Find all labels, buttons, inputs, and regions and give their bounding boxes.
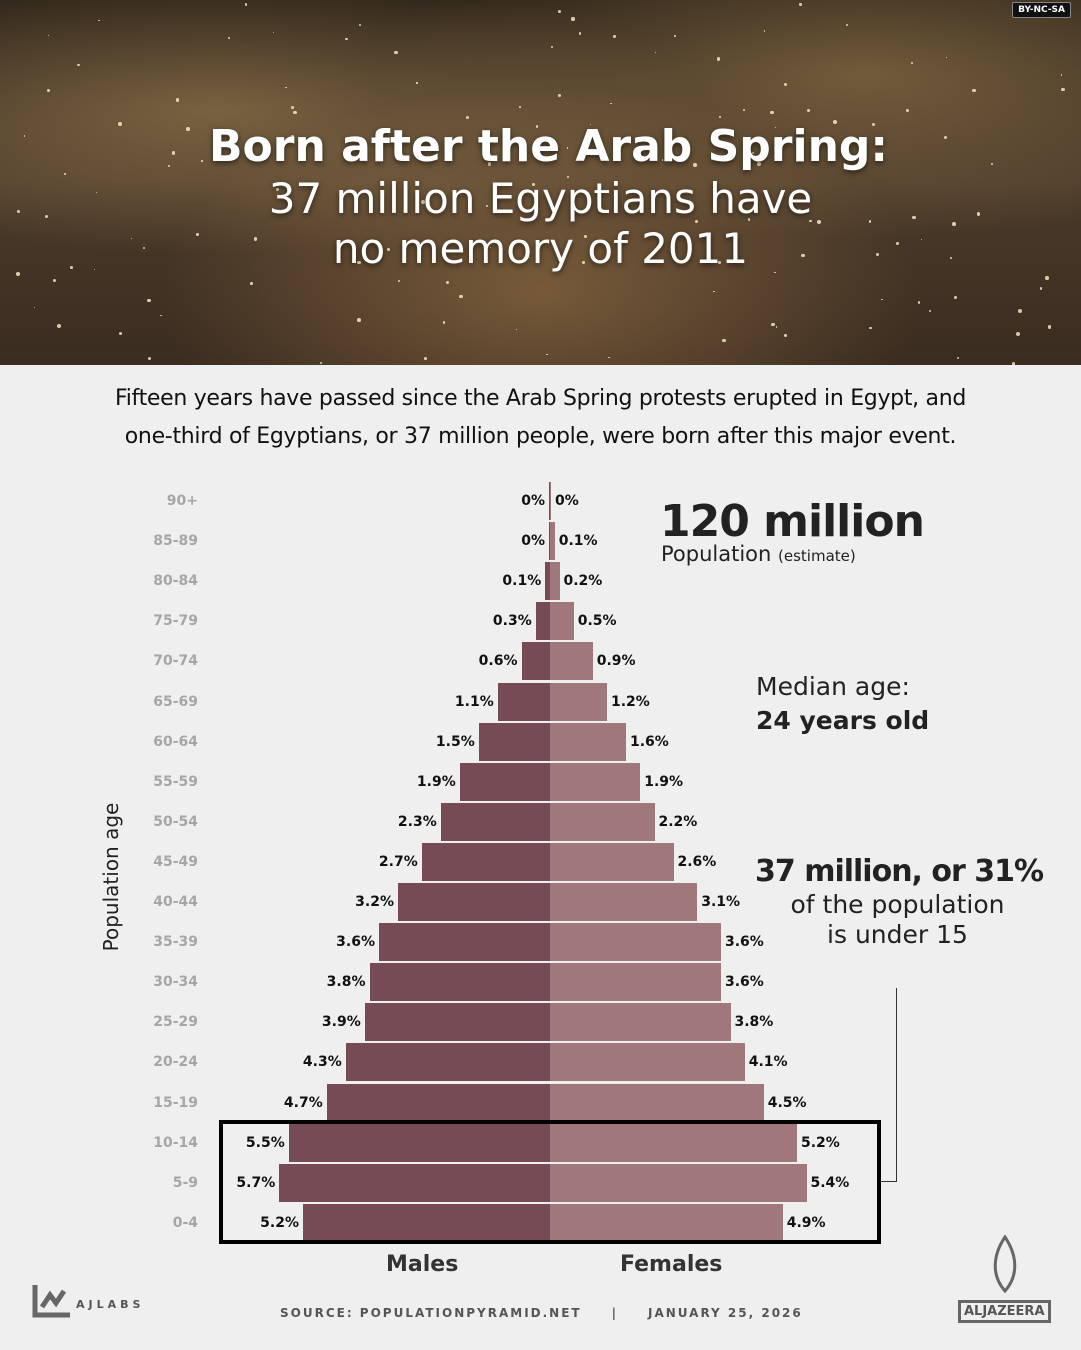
footer-separator: | [612,1306,618,1320]
footer-source: SOURCE: POPULATIONPYRAMID.NET | JANUARY 25… [280,1306,803,1320]
male-value-label: 3.9% [322,1003,361,1041]
female-value-label: 1.9% [644,763,683,801]
male-value-label: 4.7% [284,1084,323,1122]
age-tick-label: 75-79 [0,613,198,629]
male-value-label: 0.1% [502,562,541,600]
female-bar [550,1043,745,1081]
population-label: Population (estimate) [661,542,856,566]
chart-line-icon [32,1283,72,1319]
age-tick-label: 30-34 [0,974,198,990]
highlight-bracket [880,988,897,1182]
population-value: 120 million [660,496,924,547]
female-bar [550,723,626,761]
legend-males: Males [386,1252,458,1277]
age-tick-label: 85-89 [0,533,198,549]
female-bar [550,923,721,961]
female-bar [550,883,697,921]
female-value-label: 4.1% [749,1043,788,1081]
age-tick-label: 15-19 [0,1095,198,1111]
female-value-label: 1.2% [611,683,650,721]
age-tick-label: 60-64 [0,734,198,750]
under-15-highlight-box [219,1120,881,1244]
female-value-label: 1.6% [630,723,669,761]
female-value-label: 3.6% [725,963,764,1001]
female-value-label: 2.6% [678,843,717,881]
male-value-label: 1.5% [436,723,475,761]
male-bar [370,963,551,1001]
male-bar [327,1084,550,1122]
female-value-label: 3.8% [735,1003,774,1041]
y-axis-label: Population age [99,803,123,952]
male-bar [536,602,550,640]
age-tick-label: 0-4 [0,1215,198,1231]
male-value-label: 1.1% [455,683,494,721]
median-label: Median age: [756,672,910,701]
female-bar [550,803,655,841]
male-value-label: 2.7% [379,843,418,881]
female-bar [550,522,555,560]
female-value-label: 0.9% [597,642,636,680]
age-tick-label: 90+ [0,493,198,509]
age-tick-label: 55-59 [0,774,198,790]
male-bar [441,803,550,841]
male-value-label: 1.9% [417,763,456,801]
median-value: 24 years old [756,706,929,735]
under15-value: 37 million, or 31% [755,854,1043,889]
female-bar [550,843,674,881]
male-value-label: 3.2% [355,883,394,921]
male-bar [522,642,551,680]
male-value-label: 0% [521,522,545,560]
male-value-label: 3.8% [327,963,366,1001]
female-bar [550,963,721,1001]
date-text: JANUARY 25, 2026 [648,1306,803,1320]
female-value-label: 3.1% [701,883,740,921]
under15-text: of the population is under 15 [755,890,1040,950]
under15-line-2: is under 15 [755,920,1040,950]
age-tick-label: 80-84 [0,573,198,589]
female-bar [550,642,593,680]
aljazeera-emblem-icon [985,1235,1025,1295]
age-tick-label: 20-24 [0,1054,198,1070]
population-note: (estimate) [778,547,856,565]
female-bar [550,1084,764,1122]
female-bar [550,562,560,600]
male-value-label: 3.6% [336,923,375,961]
male-bar [460,763,550,801]
female-value-label: 0.2% [564,562,603,600]
male-bar [479,723,550,761]
age-tick-label: 70-74 [0,653,198,669]
male-bar [379,923,550,961]
male-value-label: 4.3% [303,1043,342,1081]
male-bar [365,1003,550,1041]
aljazeera-logo: ALJAZEERA [958,1300,1051,1323]
population-label-text: Population [661,542,771,566]
male-bar [498,683,550,721]
male-bar [346,1043,550,1081]
male-value-label: 0.6% [479,642,518,680]
female-value-label: 2.2% [659,803,698,841]
male-value-label: 0.3% [493,602,532,640]
male-bar [398,883,550,921]
age-tick-label: 10-14 [0,1135,198,1151]
female-bar [550,1003,731,1041]
male-value-label: 0% [521,482,545,520]
female-bar [550,482,551,520]
age-tick-label: 65-69 [0,694,198,710]
source-text: SOURCE: POPULATIONPYRAMID.NET [280,1306,582,1320]
legend-females: Females [620,1252,722,1277]
female-value-label: 4.5% [768,1084,807,1122]
male-value-label: 2.3% [398,803,437,841]
female-bar [550,602,574,640]
ajlabs-text: AJLABS [76,1298,144,1311]
ajlabs-logo: AJLABS [32,1283,144,1319]
age-tick-label: 5-9 [0,1175,198,1191]
female-value-label: 0.5% [578,602,617,640]
female-value-label: 0.1% [559,522,598,560]
female-bar [550,763,640,801]
age-tick-label: 25-29 [0,1014,198,1030]
under15-line-1: of the population [755,890,1040,920]
female-bar [550,683,607,721]
male-bar [422,843,550,881]
female-value-label: 0% [555,482,579,520]
